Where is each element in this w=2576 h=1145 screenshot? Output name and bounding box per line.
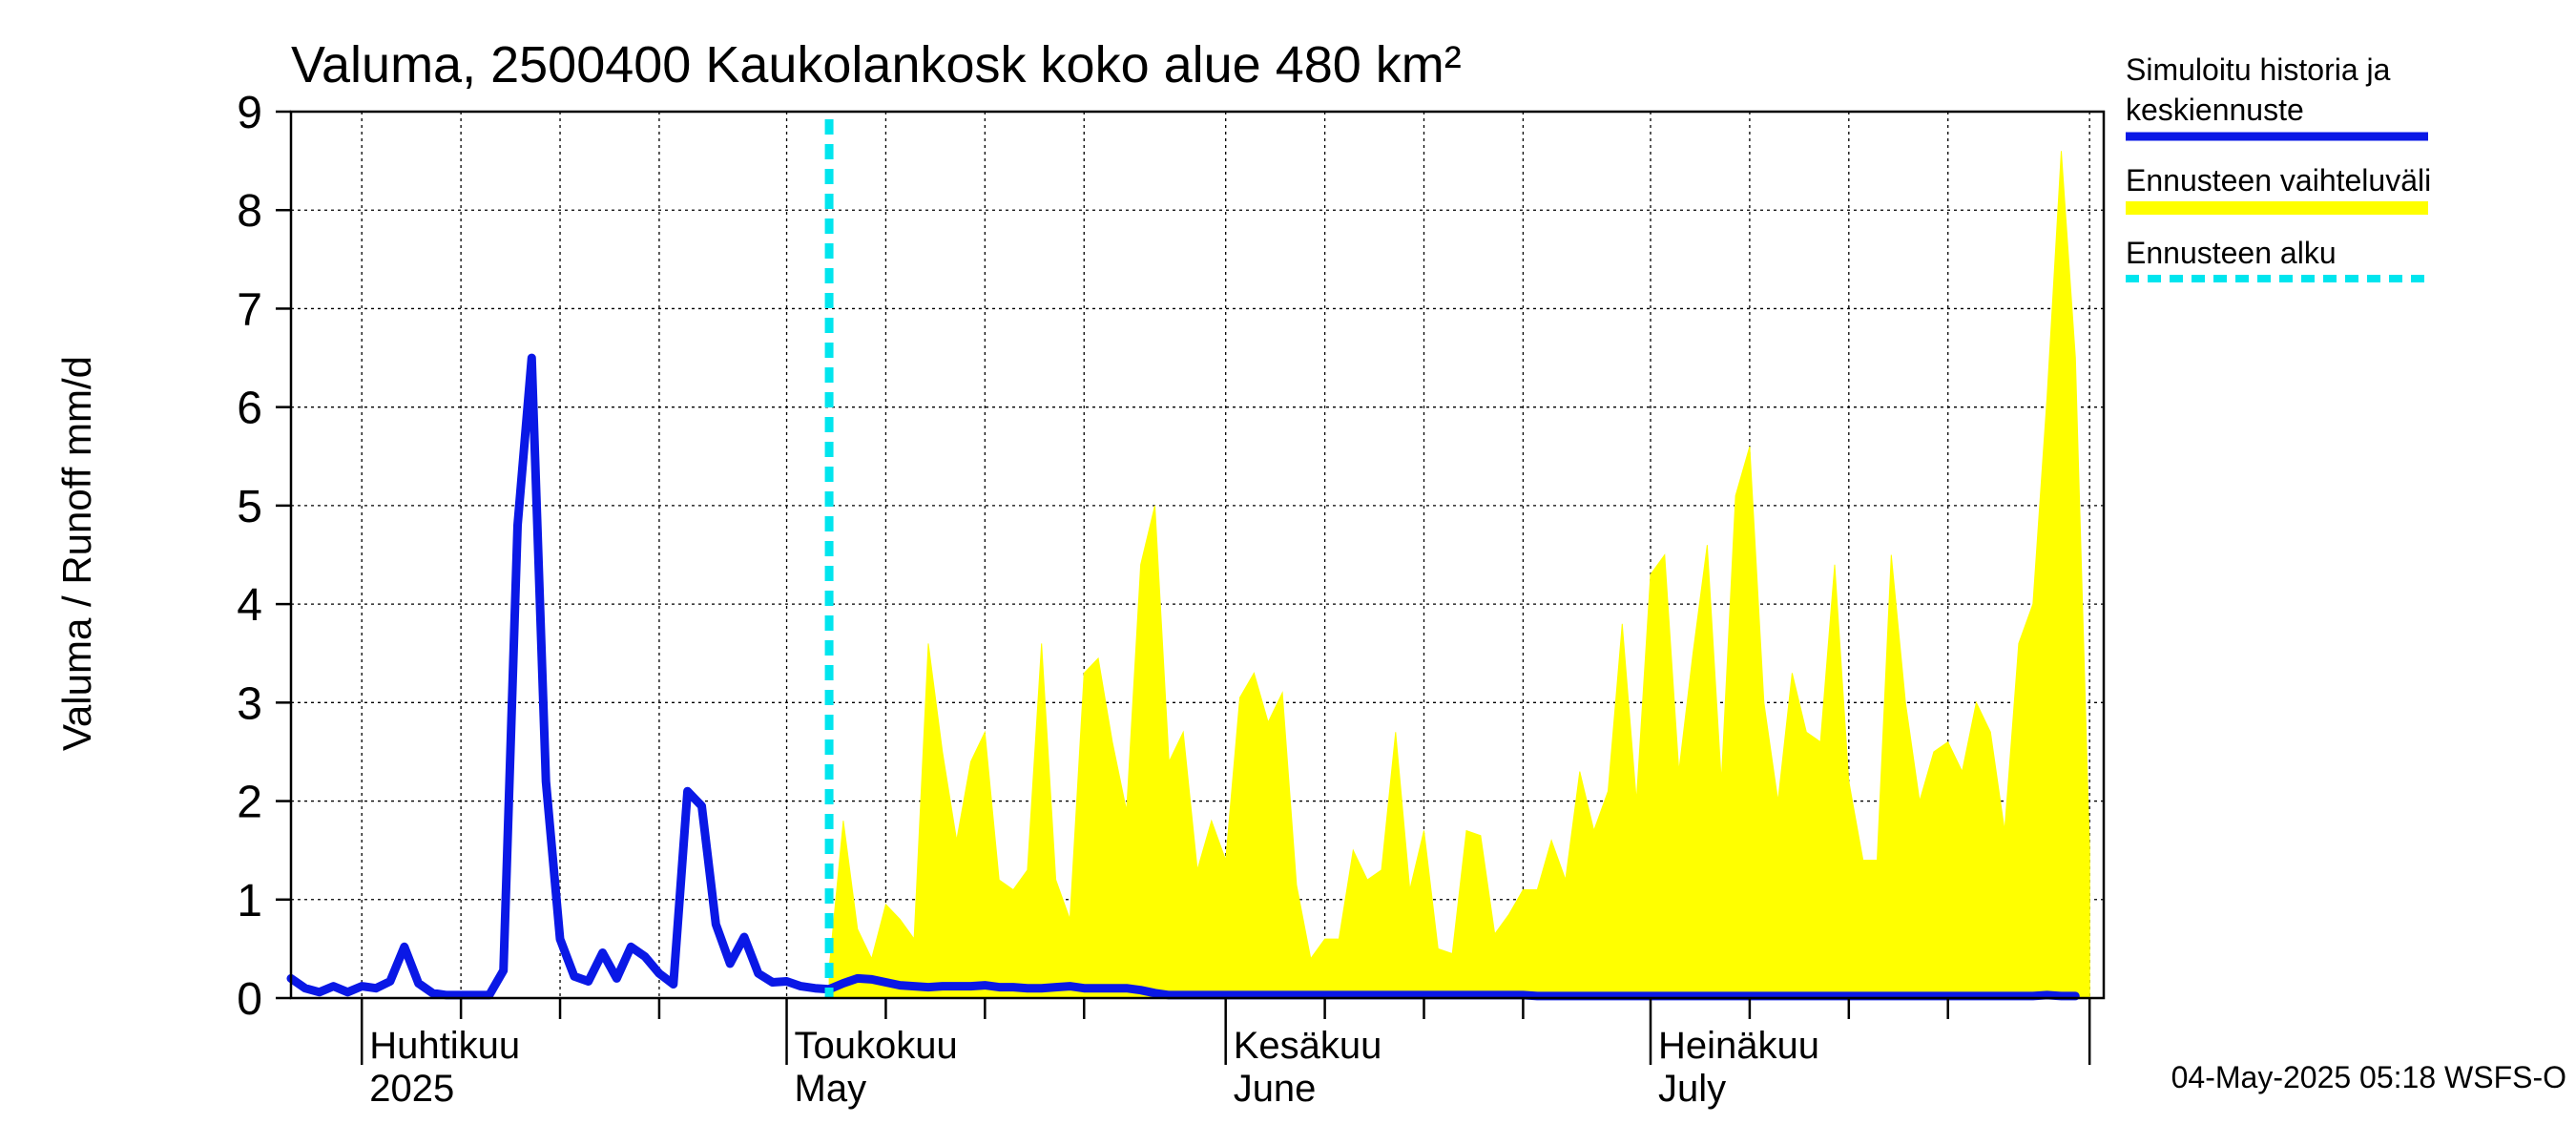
- forecast-range-polygon: [828, 151, 2090, 999]
- x-month-label-en: June: [1234, 1068, 1317, 1110]
- y-axis-label: Valuma / Runoff mm/d: [54, 356, 99, 751]
- legend-history-label-1: Simuloitu historia ja: [2126, 52, 2391, 87]
- forecast-range-area: [828, 151, 2090, 999]
- chart-title: Valuma, 2500400 Kaukolankosk koko alue 4…: [291, 36, 1462, 94]
- y-tick-label: 5: [237, 482, 262, 532]
- y-tick-label: 2: [237, 778, 262, 828]
- legend: Simuloitu historia ja keskiennuste Ennus…: [2126, 52, 2431, 282]
- plot-frame: [289, 110, 2106, 1000]
- x-month-label-en: May: [795, 1068, 867, 1110]
- legend-start-label: Ennusteen alku: [2126, 236, 2337, 270]
- x-month-label-en: July: [1658, 1068, 1726, 1110]
- x-month-label-fi: Heinäkuu: [1658, 1025, 1819, 1067]
- y-tick-label: 6: [237, 384, 262, 434]
- y-tick-labels: 0 1 2 3 4 5 6 7 8 9: [237, 88, 291, 1025]
- y-tick-label: 4: [237, 580, 262, 631]
- grid: [291, 111, 2104, 999]
- y-tick-label: 9: [237, 88, 262, 138]
- y-tick-label: 1: [237, 876, 262, 926]
- x-month-label-fi: Huhtikuu: [369, 1025, 520, 1067]
- timestamp-footer: 04-May-2025 05:18 WSFS-O: [2171, 1060, 2566, 1094]
- history-series-line: [286, 353, 2080, 1001]
- legend-range-label: Ennusteen vaihteluväli: [2126, 163, 2431, 198]
- axes: [289, 110, 2106, 1000]
- legend-history-label-2: keskiennuste: [2126, 93, 2304, 127]
- y-tick-label: 3: [237, 678, 262, 729]
- y-tick-label: 7: [237, 284, 262, 335]
- x-month-label-fi: Toukokuu: [795, 1025, 958, 1067]
- x-month-label-en: 2025: [369, 1068, 454, 1110]
- x-month-label-fi: Kesäkuu: [1234, 1025, 1382, 1067]
- history-line: [286, 353, 2080, 1001]
- y-tick-label: 8: [237, 186, 262, 237]
- y-tick-label: 0: [237, 974, 262, 1025]
